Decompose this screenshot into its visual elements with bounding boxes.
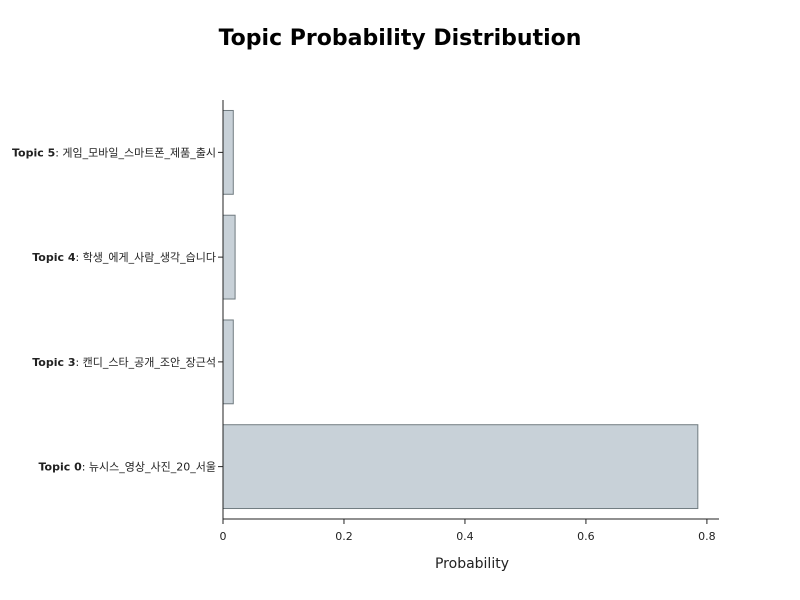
x-tick-label: 0.6 bbox=[577, 530, 595, 543]
chart-title: Topic Probability Distribution bbox=[219, 26, 582, 51]
y-tick-label: Topic 3: 캔디_스타_공개_조안_장근석 bbox=[32, 356, 216, 369]
y-axis: Topic 0: 뉴시스_영상_사진_20_서울 Topic 3: 캔디_스타_공… bbox=[12, 100, 224, 519]
bar-topic-4 bbox=[222, 214, 236, 300]
y-tick-label: Topic 0: 뉴시스_영상_사진_20_서울 bbox=[38, 461, 216, 474]
x-tick-label: 0.4 bbox=[456, 530, 474, 543]
bar-topic-0 bbox=[222, 424, 699, 510]
x-axis: 0 0.2 0.4 0.6 0.8 bbox=[220, 518, 719, 543]
topic-words: : 게임_모바일_스마트폰_제품_출시 bbox=[55, 145, 216, 159]
topic-id: Topic 5 bbox=[12, 146, 55, 159]
bar-topic-5 bbox=[222, 109, 234, 195]
topic-id: Topic 0 bbox=[38, 461, 82, 474]
topic-id: Topic 3 bbox=[32, 356, 75, 369]
topic-id: Topic 4 bbox=[32, 251, 76, 264]
x-tick-label: 0 bbox=[220, 530, 227, 543]
bar-topic-3 bbox=[222, 319, 234, 405]
bars-group bbox=[222, 109, 699, 510]
x-tick-label: 0.8 bbox=[698, 530, 716, 543]
topic-words: : 뉴시스_영상_사진_20_서울 bbox=[82, 461, 216, 474]
y-tick-label: Topic 4: 학생_에게_사람_생각_습니다 bbox=[32, 251, 216, 264]
topic-words: : 학생_에게_사람_생각_습니다 bbox=[75, 251, 216, 264]
y-tick-label: Topic 5: 게임_모바일_스마트폰_제품_출시 bbox=[12, 145, 216, 159]
x-axis-label: Probability bbox=[435, 556, 509, 572]
topic-words: : 캔디_스타_공개_조안_장근석 bbox=[75, 356, 216, 369]
x-tick-label: 0.2 bbox=[335, 530, 353, 543]
